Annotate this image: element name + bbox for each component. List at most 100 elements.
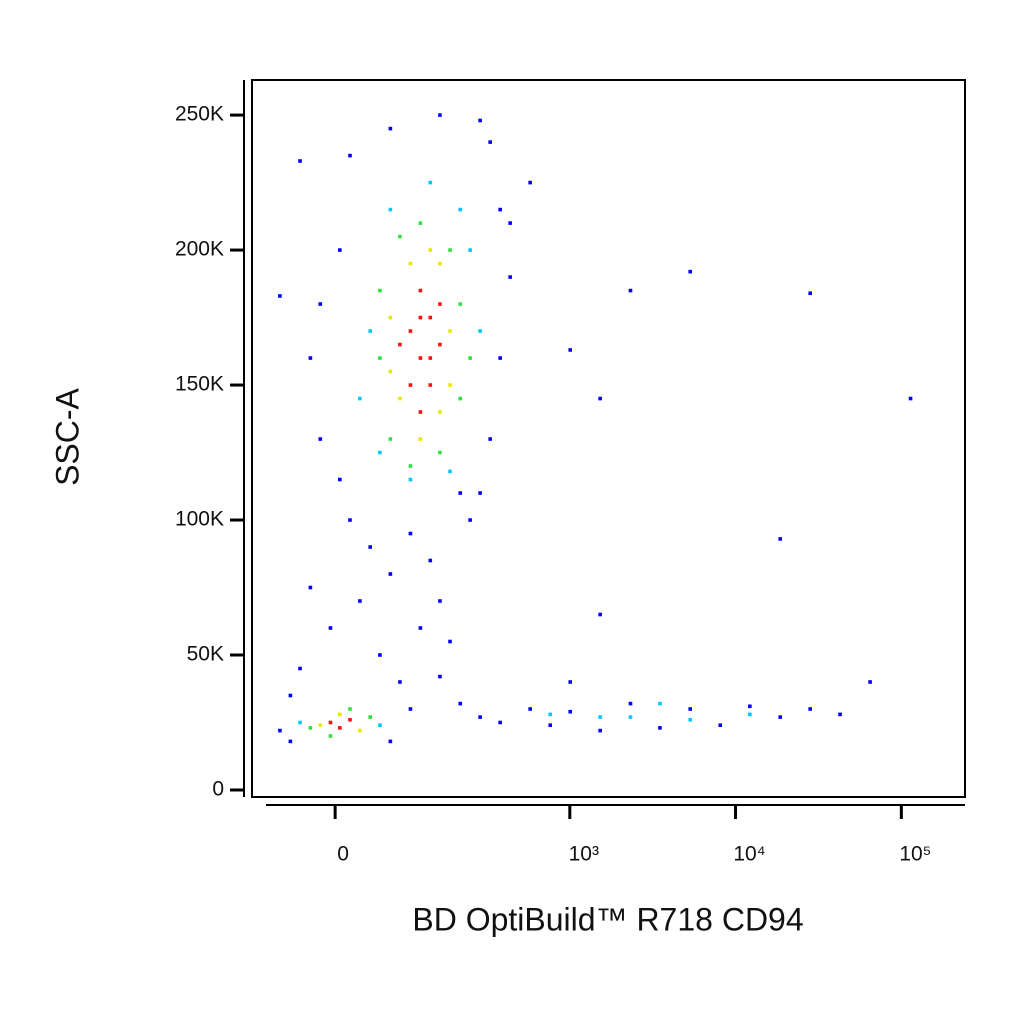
point (338, 248, 342, 252)
point (348, 717, 352, 722)
point (318, 302, 323, 306)
point (528, 180, 532, 185)
point (468, 356, 472, 360)
point (508, 275, 512, 279)
point (598, 715, 602, 719)
point (448, 469, 452, 474)
point (418, 410, 423, 414)
point (398, 234, 402, 239)
point (838, 712, 842, 717)
point (458, 701, 463, 706)
point (418, 437, 423, 441)
y-tick-label: 150K (175, 373, 224, 396)
plot-frame (251, 79, 966, 798)
point (298, 159, 302, 163)
point (438, 261, 442, 266)
point (478, 491, 482, 495)
point (438, 302, 442, 306)
y-tick-label: 250K (175, 103, 224, 126)
point (318, 723, 323, 727)
point (388, 315, 393, 320)
point (388, 437, 393, 441)
point (308, 356, 313, 360)
point (568, 348, 573, 352)
point (598, 612, 602, 617)
point (368, 329, 373, 333)
point (288, 693, 293, 698)
point (778, 537, 783, 541)
point (908, 396, 913, 401)
point (418, 221, 423, 225)
point (498, 720, 502, 725)
point (778, 715, 783, 719)
point (448, 329, 452, 333)
point (378, 723, 382, 727)
point (468, 518, 472, 522)
point (498, 207, 502, 212)
point (498, 356, 502, 360)
point (448, 383, 452, 387)
point (438, 410, 442, 414)
point (368, 545, 373, 549)
point (438, 674, 442, 679)
y-tick-label: 200K (175, 238, 224, 261)
point (688, 717, 693, 722)
point (388, 369, 393, 374)
point (378, 450, 382, 455)
point (478, 118, 482, 123)
point (548, 723, 553, 727)
point (448, 639, 452, 644)
point (688, 269, 693, 274)
point (408, 464, 413, 468)
point (378, 356, 382, 360)
point (468, 248, 472, 252)
point (408, 261, 413, 266)
point (548, 712, 553, 717)
point (398, 396, 402, 401)
point (338, 712, 342, 717)
point (628, 701, 633, 706)
point (428, 315, 433, 320)
point (428, 558, 433, 563)
point (658, 701, 662, 706)
point (458, 207, 463, 212)
point (348, 518, 352, 522)
x-tick-label: 0 (337, 843, 349, 866)
point (368, 715, 373, 719)
point (568, 680, 573, 684)
point (348, 153, 352, 158)
point (418, 288, 423, 293)
point (428, 180, 433, 185)
point (598, 396, 602, 401)
point (438, 113, 442, 117)
point (388, 739, 393, 744)
point (438, 599, 442, 603)
point (298, 720, 302, 725)
point (438, 450, 442, 455)
point (388, 126, 393, 131)
point (568, 709, 573, 714)
point (718, 723, 723, 727)
point (408, 329, 413, 333)
point (418, 315, 423, 320)
point (278, 294, 282, 298)
y-axis-label: SSC-A (49, 387, 85, 485)
point (438, 342, 442, 347)
point (308, 726, 313, 730)
point (318, 437, 323, 441)
point (808, 707, 812, 711)
point (388, 207, 393, 212)
point (448, 248, 452, 252)
point (338, 477, 342, 482)
point (688, 707, 693, 711)
point (338, 726, 342, 730)
point (408, 383, 413, 387)
point (288, 739, 293, 744)
point (328, 734, 333, 738)
point (348, 707, 352, 711)
point (378, 653, 382, 657)
y-tick-label: 0 (212, 778, 224, 801)
point (458, 491, 463, 495)
point (298, 666, 302, 671)
